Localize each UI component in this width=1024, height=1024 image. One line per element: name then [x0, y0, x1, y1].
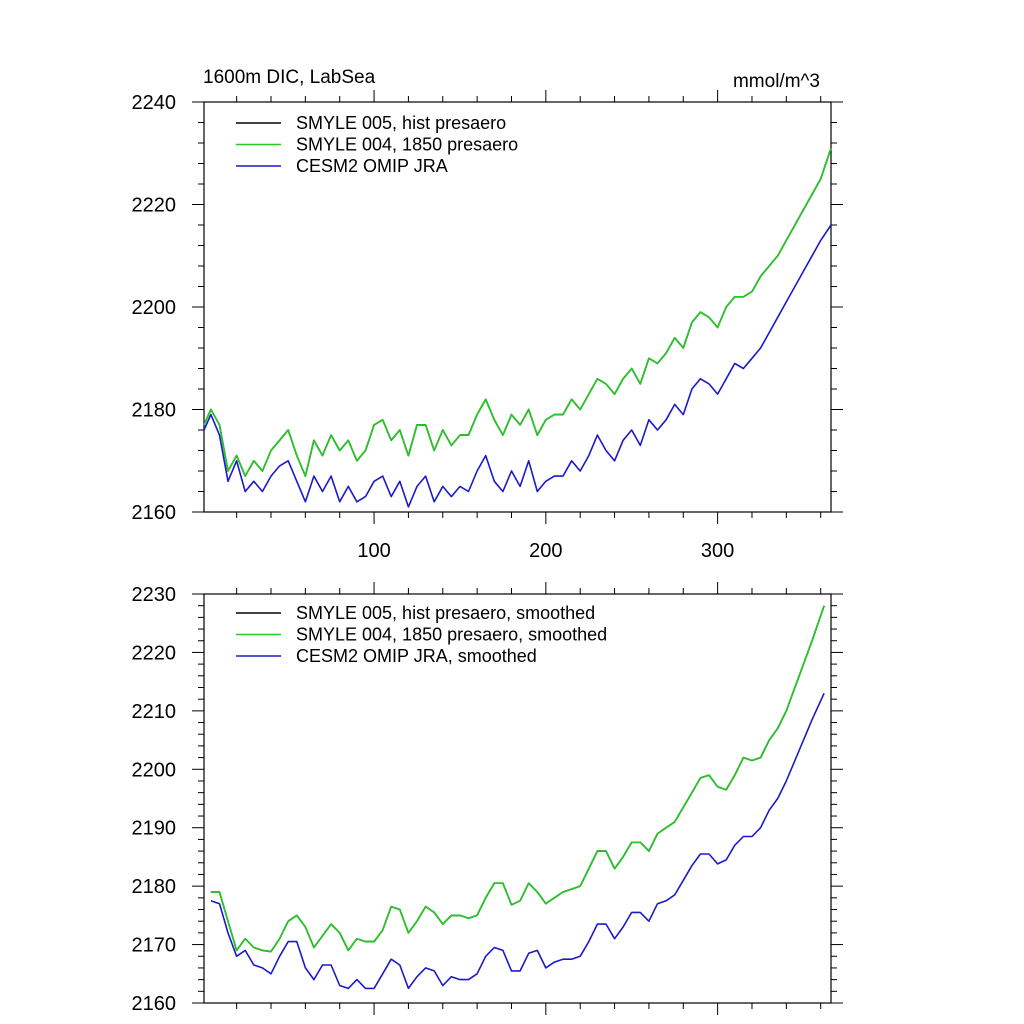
x-tick-label: 100: [357, 540, 390, 562]
series-line-0: [203, 147, 832, 477]
series-line-2: [203, 224, 832, 508]
x-tick-label: 200: [529, 540, 562, 562]
y-tick-label: 2200: [132, 297, 177, 319]
legend-label-2: CESM2 OMIP JRA, smoothed: [296, 646, 537, 666]
series-line-1: [210, 605, 825, 953]
y-tick-label: 2220: [132, 642, 177, 664]
legend-label-1: SMYLE 004, 1850 presaero, smoothed: [296, 625, 607, 645]
legend-label-0: SMYLE 005, hist presaero, smoothed: [296, 603, 595, 623]
y-tick-label: 2180: [132, 876, 177, 898]
chart-bottom: 2160 2170 2180 2190 2200 2210 2220 2230 SMYLE 00…: [132, 582, 843, 1015]
y-tick-label: 2220: [132, 195, 177, 217]
y-tick-label: 2230: [132, 584, 177, 606]
series-line-2: [210, 692, 825, 990]
plot-frame: [203, 593, 832, 1004]
legend-label-0: SMYLE 005, hist presaero: [296, 113, 506, 133]
y-tick-label: 2160: [132, 502, 177, 524]
series-line-1: [203, 147, 832, 477]
y-tick-label: 2170: [132, 935, 177, 957]
y-tick-label: 2190: [132, 818, 177, 840]
x-tick-label: 300: [701, 540, 734, 562]
chart-top: 2160 2180 2200 2220 2240 100 200 300 SMYLE 005, …: [132, 90, 843, 562]
y-tick-label: 2200: [132, 759, 177, 781]
legend-label-1: SMYLE 004, 1850 presaero: [296, 135, 518, 155]
y-tick-label: 2210: [132, 701, 177, 723]
y-tick-label: 2180: [132, 400, 177, 422]
y-tick-label: 2160: [132, 993, 177, 1015]
figure-units: mmol/m^3: [733, 71, 820, 92]
figure-title: 1600m DIC, LabSea: [203, 67, 376, 88]
y-tick-label: 2240: [132, 92, 177, 114]
legend-label-2: CESM2 OMIP JRA: [296, 156, 448, 176]
